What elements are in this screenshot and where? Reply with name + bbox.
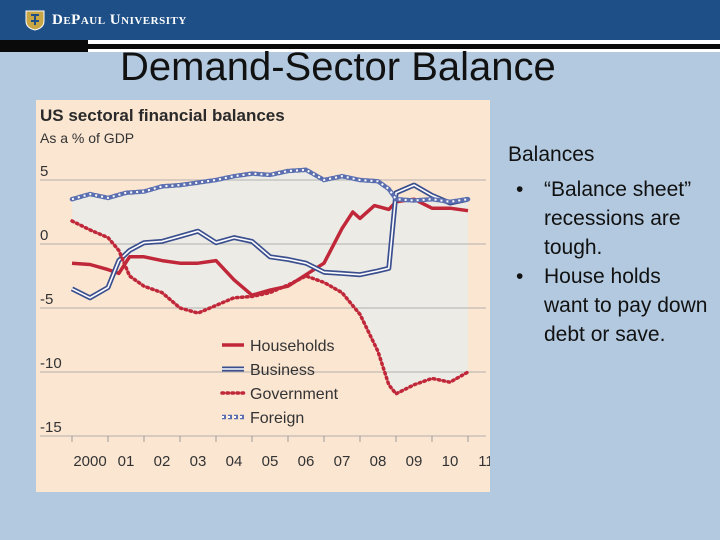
x-tick-label: 09 xyxy=(406,453,423,470)
side-heading: Balances xyxy=(508,143,595,166)
x-tick-label: 03 xyxy=(190,453,207,470)
header-stripe-accent xyxy=(88,40,720,52)
x-tick-label: 04 xyxy=(226,453,243,470)
series-line-government xyxy=(70,219,470,396)
x-tick-label: 02 xyxy=(154,453,171,470)
bullet-item: House holds want to pay down debt or sav… xyxy=(508,262,708,349)
legend-label: Foreign xyxy=(250,410,304,427)
university-name: DePaul University xyxy=(52,11,187,28)
header-bar: DePaul University xyxy=(0,0,720,40)
university-logo: DePaul University xyxy=(24,8,187,32)
y-tick-label: 5 xyxy=(40,163,48,180)
side-text: Balances “Balance sheet” recessions are … xyxy=(508,140,708,349)
x-tick-label: 10 xyxy=(442,453,459,470)
series-line-foreign-inner xyxy=(71,168,469,203)
y-tick-label: -15 xyxy=(40,419,62,436)
legend-label: Business xyxy=(250,362,315,379)
y-tick-label: -5 xyxy=(40,291,53,308)
x-tick-label: 06 xyxy=(298,453,315,470)
university-seal-icon xyxy=(25,10,45,31)
chart-title: US sectoral financial balances xyxy=(40,106,285,125)
y-tick-label: 0 xyxy=(40,227,48,244)
x-tick-label: 2000 xyxy=(73,453,106,470)
series-line-business-inner xyxy=(71,184,469,299)
bullet-list: “Balance sheet” recessions are tough. Ho… xyxy=(508,175,708,349)
chart-subtitle: As a % of GDP xyxy=(40,130,135,146)
x-tick-label: 07 xyxy=(334,453,351,470)
x-tick-label: 08 xyxy=(370,453,387,470)
x-tick-label: 11 xyxy=(478,453,490,470)
slide-title: Demand-Sector Balance xyxy=(120,45,556,89)
x-tick-label: 05 xyxy=(262,453,279,470)
legend-label: Households xyxy=(250,338,335,355)
shaded-gap-area xyxy=(72,169,468,394)
y-tick-label: -10 xyxy=(40,355,62,372)
bullet-item: “Balance sheet” recessions are tough. xyxy=(508,175,708,262)
chart-panel: US sectoral financial balances As a % of… xyxy=(36,100,490,492)
sectoral-balances-chart: 5 0 -5 -10 -15 2000 01 02 03 04 05 06 07 08 09 10 11 Hous… xyxy=(40,163,490,470)
legend-label: Government xyxy=(250,386,339,403)
x-tick-label: 01 xyxy=(118,453,135,470)
